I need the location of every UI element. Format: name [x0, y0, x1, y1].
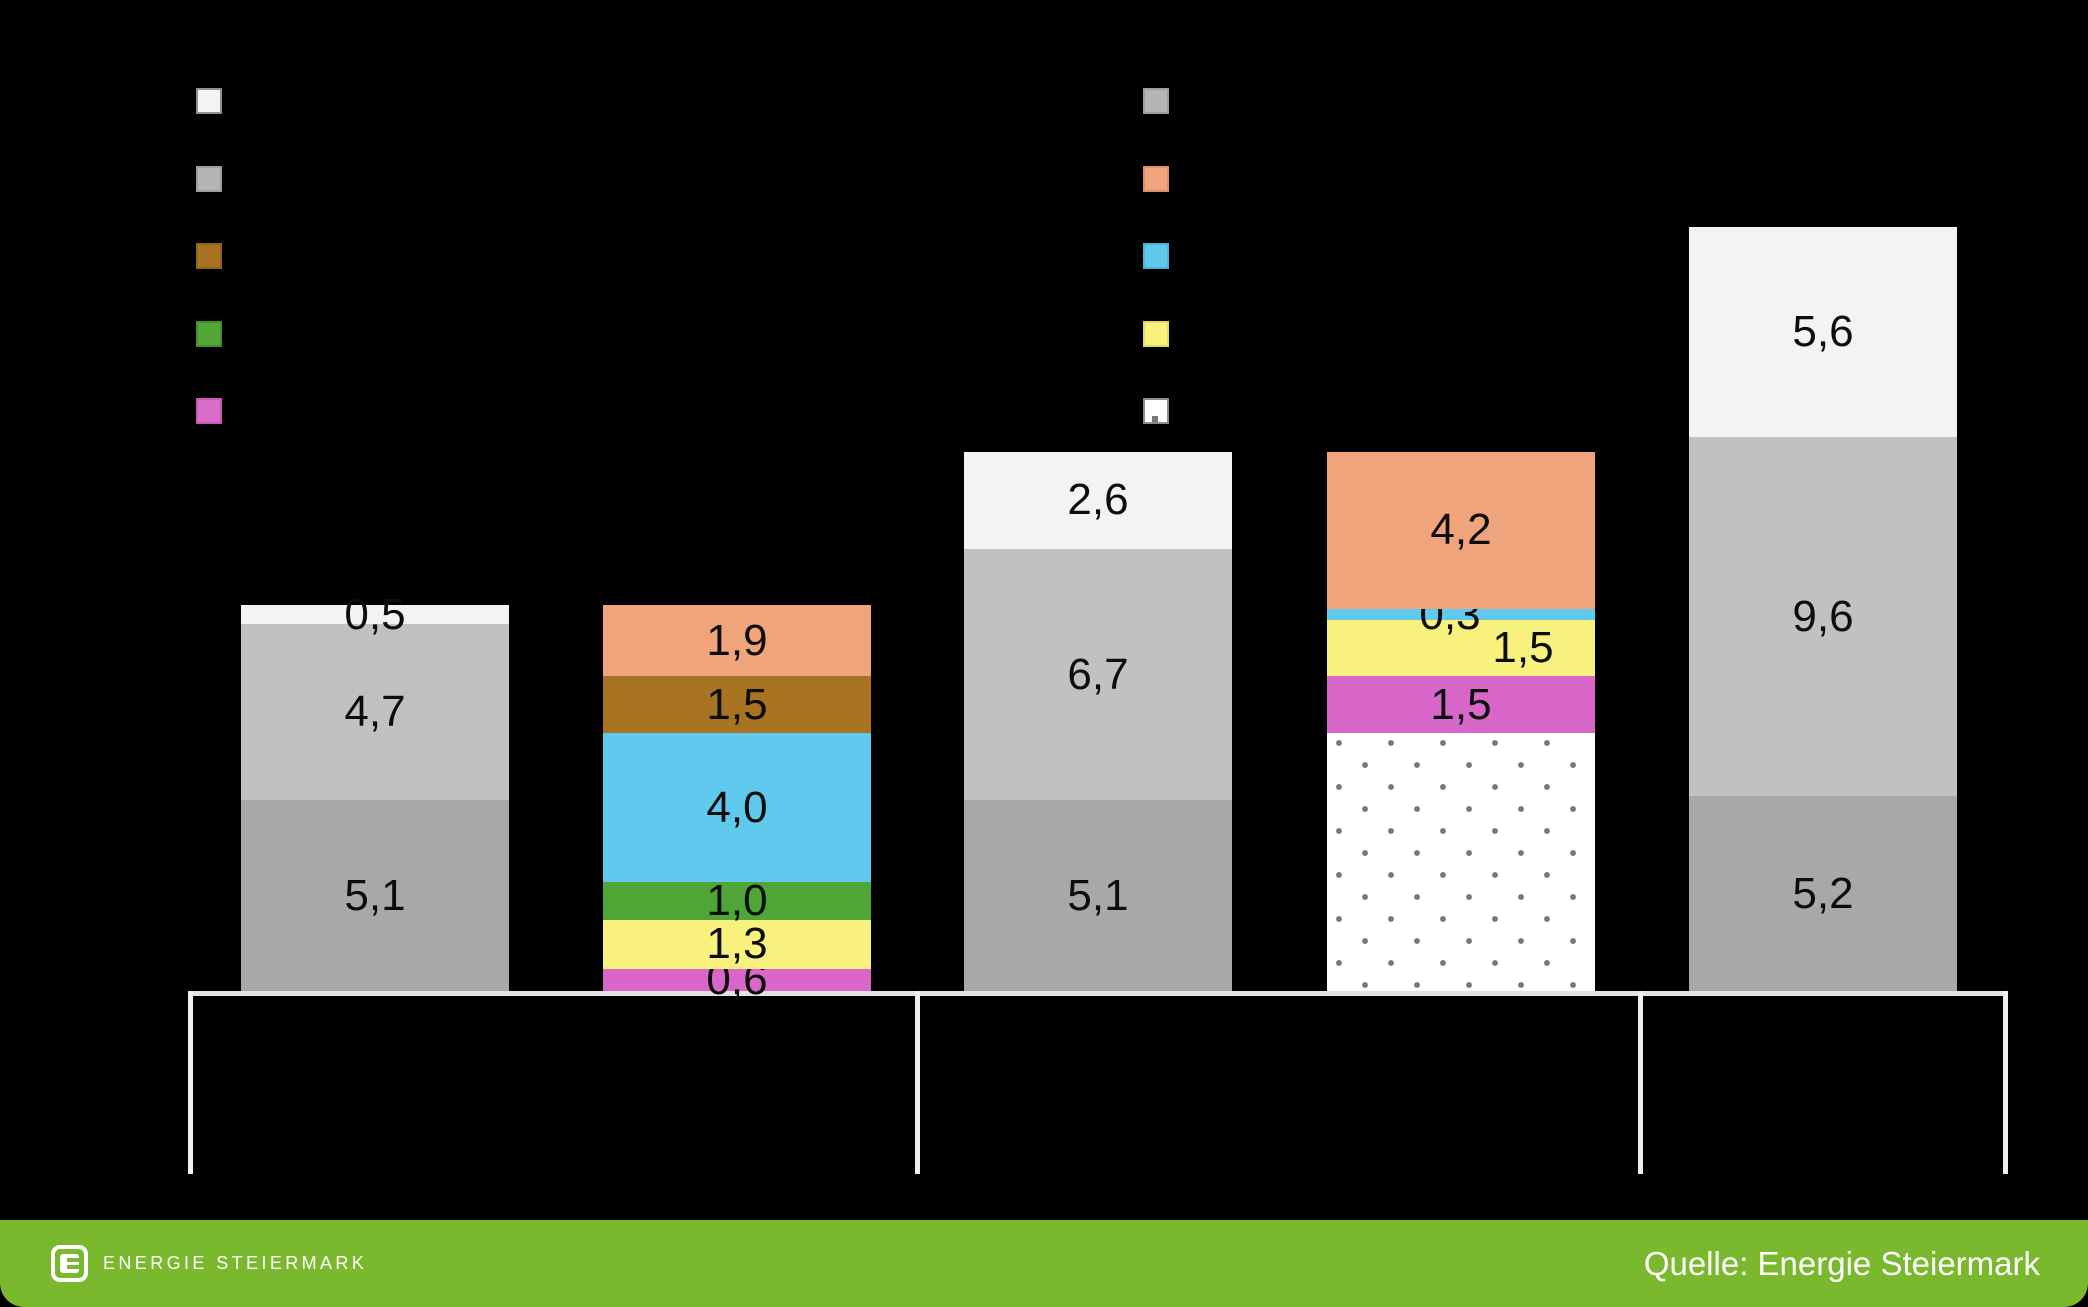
legend-swatch-yellow-series: [1143, 321, 1169, 347]
segment-value-label: 0,5: [344, 589, 406, 639]
logo-e-notch: [66, 1257, 80, 1262]
legend-swatch-magenta-series: [196, 398, 222, 424]
bar-segment-gray_dark: 5,1: [964, 800, 1232, 991]
bar-segment-white: 0,5: [241, 592, 509, 636]
dotted-pattern-dot: [1152, 416, 1158, 422]
segment-value-label: 6,7: [1067, 649, 1129, 699]
legend-swatch-orange-series: [1143, 166, 1169, 192]
brand-text: ENERGIE STEIERMARK: [103, 1253, 368, 1273]
source-credit: Quelle: Energie Steiermark: [1643, 1244, 2040, 1282]
bar-segment-yellow: 1,5: [1327, 620, 1595, 677]
segment-value-label: 1,5: [1492, 623, 1554, 673]
bar-segment-dotted: [1327, 732, 1595, 991]
logo-e-notch: [66, 1265, 80, 1269]
legend-swatch-gray-series: [1143, 88, 1169, 114]
bar-segment-orange: 4,2: [1327, 451, 1595, 610]
energie-steiermark-logo: [51, 1245, 88, 1282]
x-axis-group-divider-2: [915, 991, 920, 1174]
bar-segment-white: 5,6: [1689, 227, 1957, 437]
stacked-bar-4: 1,5 1,5 0,3 4,2: [1327, 451, 1595, 991]
segment-value-label: 1,0: [706, 876, 768, 926]
segment-value-label: 9,6: [1792, 591, 1854, 641]
segment-value-label: 4,7: [344, 687, 406, 737]
segment-value-label: 4,0: [706, 782, 768, 832]
segment-value-label: 5,2: [1792, 868, 1854, 918]
segment-value-label: 1,9: [706, 615, 768, 665]
segment-value-label: 5,6: [1792, 306, 1854, 356]
bar-segment-gray_light: 9,6: [1689, 436, 1957, 797]
logo-e-icon: [60, 1254, 80, 1273]
bar-segment-green: 1,0: [603, 879, 871, 923]
legend-swatch-green-series: [196, 321, 222, 347]
bar-segment-gray_dark: 5,2: [1689, 796, 1957, 991]
legend-swatch-dotted-series: [1143, 398, 1169, 424]
segment-value-label: 5,1: [344, 870, 406, 920]
x-axis-line: [188, 991, 2008, 996]
x-axis-group-divider-3: [1638, 991, 1643, 1174]
bar-segment-gray_light: 6,7: [964, 549, 1232, 801]
segment-value-label: 5,1: [1067, 870, 1129, 920]
bar-segment-orange: 1,9: [603, 605, 871, 677]
x-axis-group-divider-1: [188, 991, 193, 1174]
segment-value-label: 1,5: [1430, 679, 1492, 729]
legend-swatch-gray-series: [196, 166, 222, 192]
legend-swatch-brown-series: [196, 243, 222, 269]
segment-value-label: 1,5: [706, 679, 768, 729]
bar-segment-white: 2,6: [964, 451, 1232, 550]
stacked-bar-3: 5,1 6,7 2,6: [964, 451, 1232, 991]
stacked-bar-5: 5,2 9,6 5,6: [1689, 227, 1957, 991]
x-axis-group-divider-4: [2003, 991, 2008, 1174]
bar-segment-gray_light: 4,7: [241, 624, 509, 801]
stacked-bar-2: 0,6 1,3 1,0 4,0 1,5 1,9: [603, 605, 871, 1001]
segment-value-label: 1,3: [706, 919, 768, 969]
bar-segment-magenta: 1,5: [1327, 676, 1595, 733]
bar-segment-yellow: 1,3: [603, 919, 871, 969]
stacked-bar-1: 5,1 4,7 0,5: [241, 592, 509, 991]
bar-segment-blue: 4,0: [603, 732, 871, 883]
bar-segment-gray_dark: 5,1: [241, 800, 509, 991]
segment-value-label: 2,6: [1067, 475, 1129, 525]
legend-swatch-white-series: [196, 88, 222, 114]
segment-value-label: 4,2: [1430, 505, 1492, 555]
bar-segment-magenta: 0,6: [603, 957, 871, 1001]
bar-segment-blue: 0,3: [1327, 592, 1595, 636]
footer-bar: ENERGIE STEIERMARK Quelle: Energie Steie…: [0, 1220, 2088, 1307]
bar-segment-brown: 1,5: [603, 676, 871, 733]
legend-swatch-blue-series: [1143, 243, 1169, 269]
